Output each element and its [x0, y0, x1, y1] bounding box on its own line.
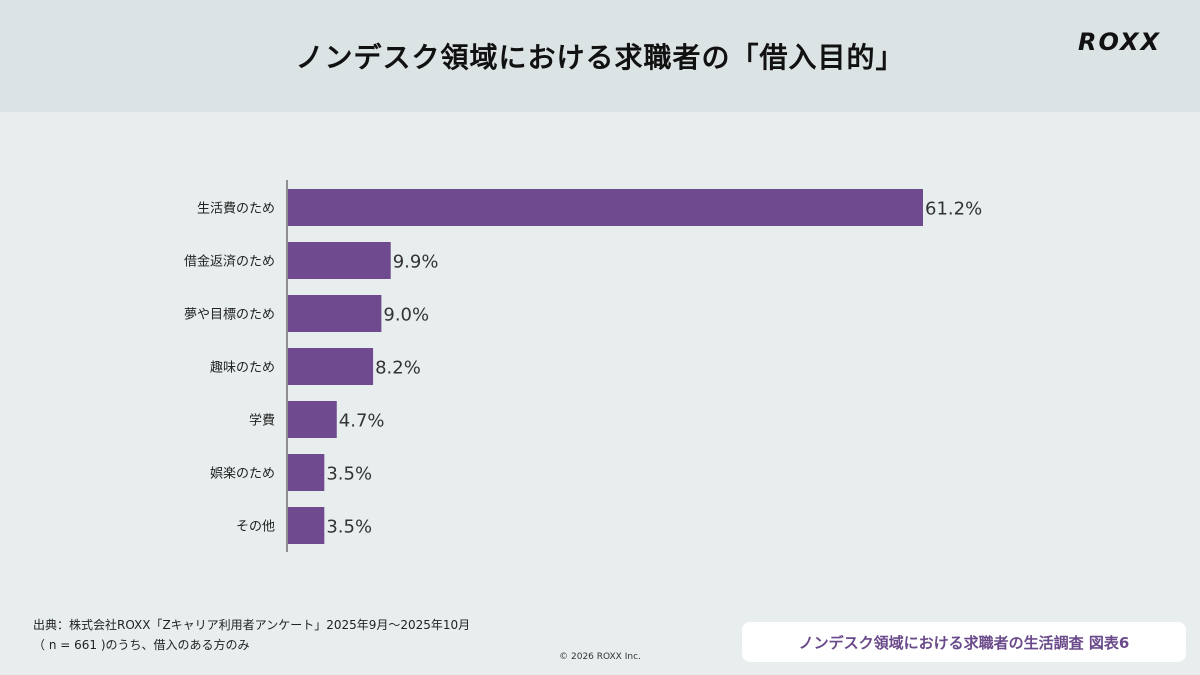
category-label: 学費 — [249, 413, 275, 429]
category-label: 借金返済のため — [184, 254, 275, 270]
page-title: ノンデスク領域における求職者の「借入目的」 — [295, 41, 905, 74]
data-label: 3.5% — [326, 464, 372, 485]
data-label: 8.2% — [375, 358, 421, 379]
data-label: 9.9% — [393, 252, 439, 273]
category-label: 生活費のため — [197, 202, 275, 217]
bar — [288, 295, 382, 332]
roxx-logo: ROXX — [1078, 28, 1162, 56]
copyright: © 2026 ROXX Inc. — [559, 652, 641, 662]
category-label: 夢や目標のため — [184, 308, 275, 323]
category-label: 娯楽のため — [210, 466, 275, 482]
source-text: 出典：株式会社ROXX「Zキャリア利用者アンケート」2025年9月〜2025年1… — [33, 618, 471, 632]
data-label: 61.2% — [925, 199, 982, 220]
data-label: 4.7% — [339, 411, 385, 432]
category-label: その他 — [236, 520, 275, 535]
bar — [288, 454, 325, 491]
bar — [288, 507, 325, 544]
bar — [288, 189, 923, 226]
bar — [288, 242, 391, 279]
data-label: 9.0% — [383, 305, 429, 326]
data-label: 3.5% — [326, 517, 372, 538]
header: ノンデスク領域における求職者の「借入目的」 ROXX — [0, 0, 1200, 112]
figure-badge: ノンデスク領域における求職者の生活調査 図表6 — [742, 622, 1186, 662]
bar — [288, 348, 374, 385]
bar — [288, 401, 337, 438]
category-label: 趣味のため — [210, 361, 275, 376]
sample-note: （ n = 661 )のうち、借入のある方のみ — [33, 638, 250, 652]
